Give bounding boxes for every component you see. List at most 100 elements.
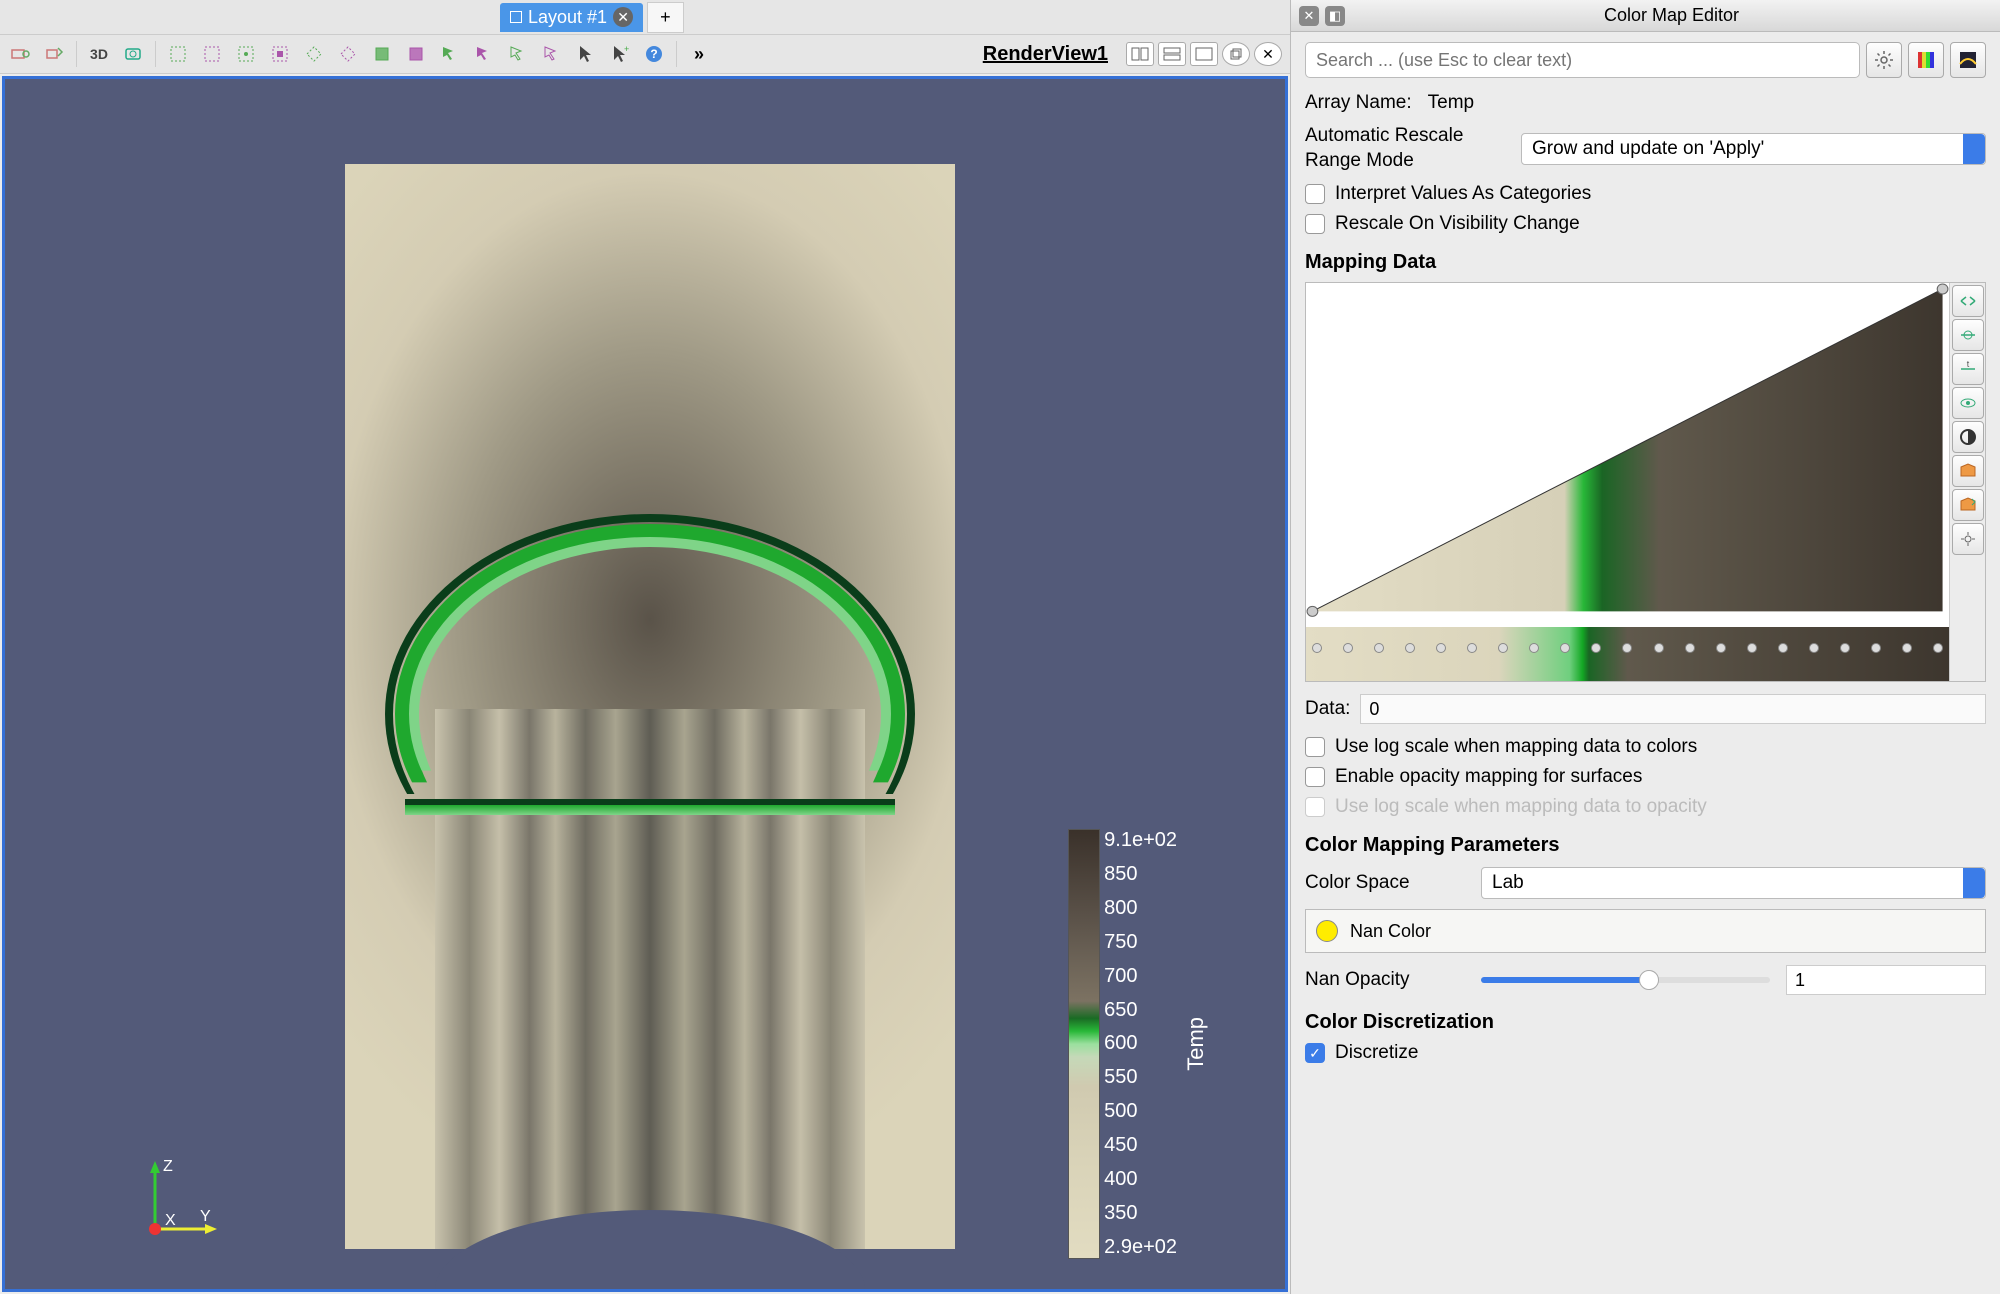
- svg-text:?: ?: [650, 47, 657, 61]
- interactive-select-points-icon[interactable]: [438, 42, 462, 66]
- interface-line-green: [405, 805, 895, 815]
- split-v-icon[interactable]: [1158, 42, 1186, 66]
- view-layout-buttons: ✕: [1126, 42, 1282, 66]
- advanced-icon[interactable]: [1952, 523, 1984, 555]
- select-block-frustum-icon[interactable]: [404, 42, 428, 66]
- help-icon[interactable]: ?: [642, 42, 666, 66]
- colormap-icon[interactable]: [1908, 42, 1944, 78]
- select-poly-cells-icon[interactable]: [336, 42, 360, 66]
- tab-strip: Layout #1 ✕ +: [0, 0, 1290, 34]
- svg-text:+: +: [624, 44, 629, 54]
- screenshot-icon[interactable]: [121, 42, 145, 66]
- array-name-value: Temp: [1428, 92, 1474, 114]
- select-poly-points-icon[interactable]: [302, 42, 326, 66]
- view-toolbar: 3D + ? » RenderView1 ✕: [0, 34, 1290, 74]
- close-panel-icon[interactable]: ✕: [1299, 6, 1319, 26]
- render-view[interactable]: Z Y X 9.1e+02 850 800 750 700 650 600 55…: [2, 76, 1288, 1292]
- interactive-select-cells-icon[interactable]: [472, 42, 496, 66]
- save-preset-icon[interactable]: [1952, 489, 1984, 521]
- camera-undo-icon[interactable]: [42, 42, 66, 66]
- slider-thumb[interactable]: [1639, 970, 1659, 990]
- checkbox-icon: [1305, 767, 1325, 787]
- search-input[interactable]: [1305, 42, 1860, 78]
- color-space-row: Color Space Lab: [1305, 867, 1986, 899]
- rescale-mode-select[interactable]: Grow and update on 'Apply': [1521, 133, 1986, 165]
- color-map-editor-panel: ✕ ◧ Color Map Editor Array Name: Temp Au…: [1290, 0, 2000, 1294]
- rescale-visible-icon[interactable]: [1952, 387, 1984, 419]
- chk-opacity-surf-row[interactable]: Enable opacity mapping for surfaces: [1305, 766, 1986, 788]
- render-view-title: RenderView1: [983, 43, 1116, 66]
- checkbox-icon: [1305, 797, 1325, 817]
- restore-icon[interactable]: [1222, 42, 1250, 66]
- data-value-input[interactable]: [1360, 694, 1986, 724]
- chk-discretize-row[interactable]: ✓ Discretize: [1305, 1042, 1986, 1064]
- tab-layout-1[interactable]: Layout #1 ✕: [500, 3, 643, 32]
- hover-points-icon[interactable]: [506, 42, 530, 66]
- discretization-heading: Color Discretization: [1305, 1011, 1986, 1034]
- colorbar-gradient: [1068, 829, 1100, 1259]
- color-gradient-strip[interactable]: [1306, 627, 1949, 681]
- tab-icon: [510, 11, 522, 23]
- colorbar-title: Temp: [1177, 1017, 1215, 1071]
- gear-icon[interactable]: [1866, 42, 1902, 78]
- overflow-icon[interactable]: »: [687, 42, 711, 66]
- select-points-icon[interactable]: [166, 42, 190, 66]
- rescale-time-icon[interactable]: t: [1952, 353, 1984, 385]
- color-params-heading: Color Mapping Parameters: [1305, 834, 1986, 857]
- rescale-mode-label: Automatic Rescale Range Mode: [1305, 124, 1505, 173]
- nan-color-label: Nan Color: [1350, 921, 1431, 942]
- axis-widget: Z Y X: [125, 1149, 225, 1249]
- search-row: [1305, 42, 1986, 78]
- nan-opacity-label: Nan Opacity: [1305, 969, 1465, 991]
- opacity-editor-icon[interactable]: [1950, 42, 1986, 78]
- camera-link-icon[interactable]: [8, 42, 32, 66]
- nan-color-swatch[interactable]: [1316, 920, 1338, 942]
- left-pane: Layout #1 ✕ + 3D + ? » RenderView1: [0, 0, 1290, 1294]
- axis-y-label: Y: [200, 1208, 211, 1225]
- array-name-row: Array Name: Temp: [1305, 92, 1986, 114]
- 3d-toggle[interactable]: 3D: [87, 42, 111, 66]
- nan-color-row[interactable]: Nan Color: [1305, 909, 1986, 953]
- mapping-editor[interactable]: t: [1305, 282, 1986, 682]
- checkbox-icon: [1305, 184, 1325, 204]
- chk-log-color-row[interactable]: Use log scale when mapping data to color…: [1305, 736, 1986, 758]
- select-cells-through-icon[interactable]: [268, 42, 292, 66]
- data-label: Data:: [1305, 698, 1350, 720]
- checkbox-checked-icon: ✓: [1305, 1043, 1325, 1063]
- tab-close-icon[interactable]: ✕: [613, 7, 633, 27]
- choose-preset-icon[interactable]: [1952, 455, 1984, 487]
- pointer-plus-icon[interactable]: +: [608, 42, 632, 66]
- data-value-row: Data:: [1305, 694, 1986, 724]
- checkbox-icon: [1305, 737, 1325, 757]
- select-points-through-icon[interactable]: [234, 42, 258, 66]
- dock-panel-icon[interactable]: ◧: [1325, 6, 1345, 26]
- hover-cells-icon[interactable]: [540, 42, 564, 66]
- mapping-side-buttons: t: [1949, 283, 1985, 681]
- rescale-range-icon[interactable]: [1952, 285, 1984, 317]
- mapping-data-heading: Mapping Data: [1305, 251, 1986, 274]
- color-space-select[interactable]: Lab: [1481, 867, 1986, 899]
- split-h-icon[interactable]: [1126, 42, 1154, 66]
- nan-opacity-row: Nan Opacity: [1305, 965, 1986, 995]
- rescale-custom-icon[interactable]: [1952, 319, 1984, 351]
- invert-icon[interactable]: [1952, 421, 1984, 453]
- color-legend[interactable]: 9.1e+02 850 800 750 700 650 600 550 500 …: [1068, 829, 1215, 1259]
- axis-x-label: X: [165, 1212, 176, 1229]
- close-view-icon[interactable]: ✕: [1254, 42, 1282, 66]
- rescale-mode-row: Automatic Rescale Range Mode Grow and up…: [1305, 124, 1986, 173]
- tab-label: Layout #1: [528, 7, 607, 28]
- tab-add-button[interactable]: +: [647, 2, 684, 33]
- chk-categories-row[interactable]: Interpret Values As Categories: [1305, 183, 1986, 205]
- array-name-label: Array Name:: [1305, 92, 1412, 114]
- nan-opacity-slider[interactable]: [1481, 977, 1770, 983]
- colorbar-ticks: 9.1e+02 850 800 750 700 650 600 550 500 …: [1100, 829, 1177, 1259]
- chk-rescale-vis-row[interactable]: Rescale On Visibility Change: [1305, 213, 1986, 235]
- nan-opacity-input[interactable]: [1786, 965, 1986, 995]
- select-block-icon[interactable]: [370, 42, 394, 66]
- maximize-icon[interactable]: [1190, 42, 1218, 66]
- pointer-icon[interactable]: [574, 42, 598, 66]
- panel-header: ✕ ◧ Color Map Editor: [1291, 0, 2000, 32]
- opacity-function-area[interactable]: [1306, 283, 1949, 681]
- color-space-label: Color Space: [1305, 872, 1465, 894]
- select-cells-icon[interactable]: [200, 42, 224, 66]
